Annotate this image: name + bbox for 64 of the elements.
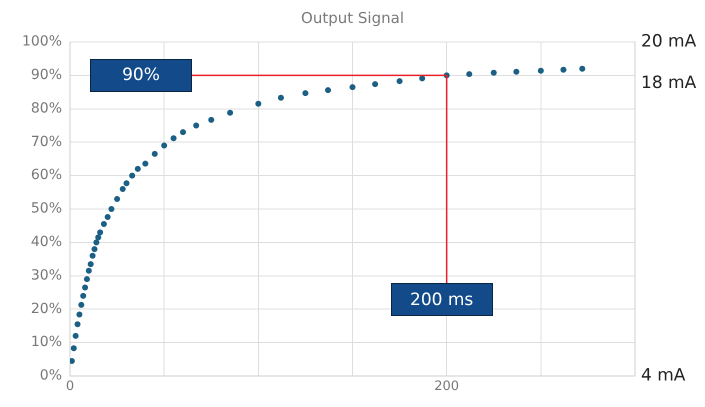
point	[76, 312, 82, 318]
point	[129, 172, 136, 179]
point	[350, 84, 356, 90]
point	[193, 122, 200, 128]
point	[84, 276, 90, 282]
point	[152, 150, 158, 157]
point	[97, 229, 104, 236]
point	[114, 196, 120, 202]
point	[396, 78, 403, 84]
y-tick-label: 10%	[30, 334, 62, 350]
y-tick-label: 70%	[30, 134, 62, 150]
point	[180, 129, 186, 136]
point	[82, 284, 88, 290]
point	[490, 70, 497, 76]
point	[70, 358, 75, 364]
y2-tick-label: 4 mA	[641, 365, 686, 386]
point	[104, 214, 111, 220]
y-tick-label: 0%	[40, 368, 62, 384]
point	[560, 66, 566, 73]
point	[100, 221, 107, 228]
point	[161, 142, 168, 149]
point	[90, 252, 96, 259]
point	[278, 94, 284, 101]
point	[255, 100, 262, 107]
point	[108, 206, 114, 212]
point	[227, 110, 234, 116]
point	[579, 66, 586, 72]
x-tick-label: 200	[434, 379, 460, 394]
label-box: 200 ms	[390, 283, 493, 316]
point	[372, 81, 378, 88]
point	[95, 234, 102, 240]
point	[86, 268, 92, 274]
point	[538, 68, 544, 74]
point	[124, 180, 130, 186]
point	[325, 87, 332, 94]
point	[170, 135, 177, 142]
y-tick-label: 40%	[30, 234, 62, 250]
y-tick-label: 100%	[22, 34, 62, 50]
x-tick-label: 0	[66, 379, 74, 394]
point	[78, 302, 84, 308]
point	[88, 261, 94, 268]
y-tick-label: 30%	[30, 267, 62, 284]
point	[120, 186, 126, 192]
y-tick-label: 80%	[30, 100, 62, 116]
point	[70, 345, 77, 352]
point	[302, 90, 308, 96]
y-tick-label: 60%	[30, 167, 62, 184]
y2-tick-label: 20 mA	[641, 31, 697, 52]
point	[142, 160, 148, 167]
point	[91, 246, 98, 252]
y-tick-label: 90%	[30, 67, 62, 84]
point	[208, 116, 214, 123]
point	[74, 321, 81, 328]
point	[513, 68, 520, 75]
point	[80, 292, 86, 299]
y-tick-label: 50%	[30, 200, 62, 217]
y2-tick-label: 18 mA	[641, 73, 697, 94]
point	[466, 71, 472, 78]
label-box: 90%	[90, 58, 192, 92]
y-tick-label: 20%	[30, 300, 62, 317]
point	[134, 166, 141, 172]
chart-title: Output Signal	[301, 8, 404, 27]
point	[93, 239, 100, 246]
point	[72, 332, 79, 339]
